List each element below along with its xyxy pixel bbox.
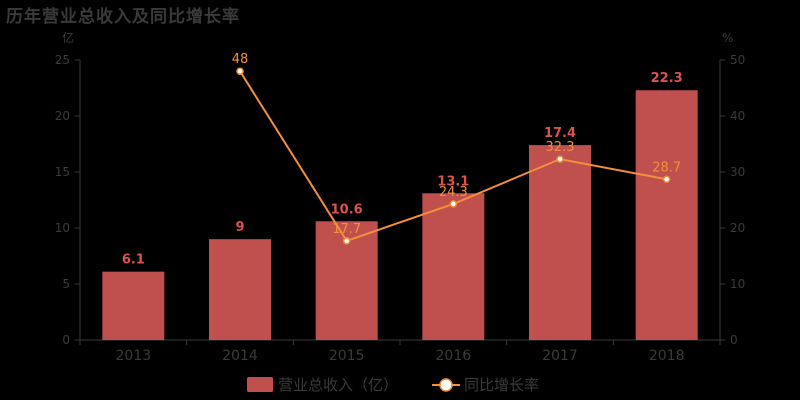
left-tick-label: 15 — [55, 165, 70, 179]
legend: 营业总收入（亿） 同比增长率 — [247, 376, 539, 394]
line-value-label: 48 — [232, 52, 249, 67]
bar — [422, 193, 485, 340]
data-labels: 6.1 9 10.6 13.1 17.4 22.3 48 17.7 24.3 32.3 28.7 — [122, 52, 683, 267]
legend-line-marker — [439, 378, 453, 392]
right-tick-label: 30 — [730, 165, 745, 179]
line-value-label: 17.7 — [332, 222, 361, 237]
bar-value-label: 6.1 — [122, 253, 145, 268]
x-tick-label: 2017 — [542, 348, 578, 364]
left-tick-label: 5 — [62, 277, 70, 291]
line-point — [662, 175, 671, 184]
right-tick-label: 20 — [730, 221, 745, 235]
chart-axes: 0 5 10 15 20 25 0 10 20 30 40 50 亿 % 2013 2014 2015 2016 2… — [55, 30, 746, 364]
bar-value-label: 13.1 — [437, 174, 469, 189]
left-tick-label: 10 — [55, 221, 70, 235]
line-value-label: 32.3 — [546, 140, 575, 155]
right-tick-label: 50 — [730, 53, 745, 67]
bar-value-label: 9 — [235, 220, 244, 235]
right-tick-label: 10 — [730, 277, 745, 291]
bar — [529, 145, 591, 340]
bar-value-label: 17.4 — [544, 126, 576, 141]
x-tick-label: 2015 — [329, 348, 365, 364]
right-axis-unit: % — [722, 31, 733, 45]
line-point — [236, 67, 244, 75]
line-value-label: 28.7 — [652, 160, 681, 175]
right-tick-label: 0 — [730, 333, 738, 347]
left-tick-label: 25 — [55, 53, 70, 67]
x-tick-label: 2018 — [649, 348, 685, 364]
left-tick-label: 0 — [62, 333, 70, 347]
chart-title: 历年营业总收入及同比增长率 — [6, 7, 240, 27]
x-tick-label: 2016 — [436, 348, 472, 364]
left-tick-label: 20 — [55, 109, 70, 123]
legend-line-label: 同比增长率 — [464, 376, 539, 394]
bar-value-label: 10.6 — [331, 202, 363, 217]
bar — [209, 239, 271, 340]
bar — [635, 90, 698, 341]
legend-bar-label: 营业总收入（亿） — [278, 376, 398, 394]
x-tick-label: 2014 — [222, 348, 258, 364]
line-value-label: 24.3 — [439, 185, 468, 200]
legend-bar-swatch — [247, 377, 273, 392]
left-axis-unit: 亿 — [62, 30, 74, 45]
x-tick-label: 2013 — [116, 348, 152, 364]
bar-value-label: 22.3 — [651, 71, 683, 86]
bar — [102, 271, 165, 340]
bar-series — [102, 90, 698, 341]
right-tick-label: 40 — [730, 109, 745, 123]
line-point — [342, 237, 351, 245]
line-series — [236, 67, 671, 245]
line-point — [449, 200, 458, 208]
line-point — [556, 155, 564, 163]
